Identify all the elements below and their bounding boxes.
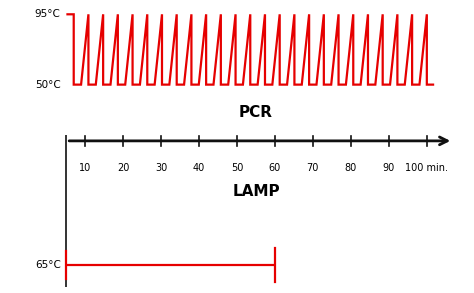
Text: LAMP: LAMP [232, 184, 280, 199]
Text: 65°C: 65°C [35, 260, 61, 270]
Text: 60: 60 [269, 163, 281, 173]
Text: 80: 80 [345, 163, 357, 173]
Text: 10: 10 [79, 163, 91, 173]
Text: 50°C: 50°C [35, 80, 61, 90]
Text: 40: 40 [193, 163, 205, 173]
Text: 50: 50 [231, 163, 243, 173]
Text: 90: 90 [383, 163, 395, 173]
Text: 95°C: 95°C [35, 9, 61, 19]
Text: PCR: PCR [239, 105, 273, 120]
Text: 100 min.: 100 min. [405, 163, 448, 173]
Text: 30: 30 [155, 163, 167, 173]
Text: 70: 70 [307, 163, 319, 173]
Text: 20: 20 [117, 163, 129, 173]
